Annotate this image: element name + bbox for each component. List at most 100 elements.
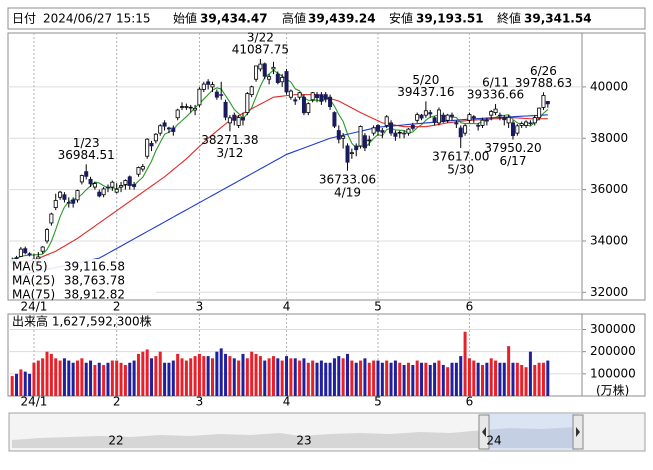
x-tick-label: 3 bbox=[196, 300, 204, 314]
candle-body bbox=[123, 180, 128, 185]
volume-bar bbox=[184, 360, 188, 396]
candle-body bbox=[162, 122, 167, 127]
volume-bar bbox=[285, 356, 289, 396]
legend-box bbox=[9, 259, 156, 299]
candle-body bbox=[319, 94, 324, 102]
candle-body bbox=[249, 86, 254, 96]
candle-body bbox=[528, 122, 533, 125]
candle-body bbox=[301, 96, 306, 114]
legend-value: 38,763.78 bbox=[64, 274, 125, 288]
candle-body bbox=[389, 122, 394, 134]
navigator-label: 24 bbox=[486, 434, 501, 448]
navigator-selected-area bbox=[484, 427, 578, 448]
ma-line bbox=[12, 94, 548, 264]
candle-body bbox=[436, 109, 441, 124]
header-value: 2024/06/27 15:15 bbox=[43, 12, 151, 26]
volume-bar bbox=[393, 360, 397, 396]
volume-bar bbox=[467, 358, 471, 396]
candle-body bbox=[210, 84, 215, 88]
volume-bar bbox=[158, 351, 162, 396]
candle-body bbox=[40, 246, 45, 252]
volume-bar bbox=[128, 362, 132, 396]
volume-bar bbox=[58, 360, 62, 396]
annotation-date: 4/19 bbox=[334, 185, 361, 199]
volume-bar bbox=[385, 360, 389, 396]
legend-name: MA(25) bbox=[12, 274, 55, 288]
candle-body bbox=[71, 199, 76, 204]
volume-bar bbox=[36, 360, 40, 396]
candle-body bbox=[493, 108, 498, 113]
volume-bar bbox=[315, 362, 319, 396]
candle-body bbox=[332, 112, 337, 127]
volume-bar bbox=[136, 353, 140, 396]
y-tick-label: 38000 bbox=[590, 131, 628, 145]
y-tick-label: 40000 bbox=[590, 79, 628, 93]
volume-bar bbox=[437, 360, 441, 396]
candle-body bbox=[432, 117, 437, 123]
candle-body bbox=[419, 114, 424, 119]
candle-body bbox=[380, 130, 385, 133]
candle-body bbox=[458, 127, 463, 138]
candle-body bbox=[227, 117, 232, 124]
volume-bar bbox=[354, 362, 358, 396]
volume-bar bbox=[176, 353, 180, 396]
candle-body bbox=[428, 112, 433, 115]
volume-bar bbox=[215, 351, 219, 396]
volume-bar bbox=[298, 360, 302, 396]
candle-body bbox=[66, 202, 71, 204]
volume-bar bbox=[119, 362, 123, 396]
navigator[interactable]: 22 23 24 bbox=[8, 412, 646, 452]
volume-bar bbox=[258, 356, 262, 396]
candle-body bbox=[105, 186, 110, 189]
candle-body bbox=[293, 99, 298, 102]
volume-bar bbox=[10, 376, 14, 396]
volume-bar bbox=[380, 362, 384, 396]
volume-bar bbox=[411, 364, 415, 396]
candle-body bbox=[541, 95, 546, 108]
volume-bar bbox=[263, 360, 267, 396]
header-label: 終値 bbox=[497, 11, 521, 26]
volume-bar bbox=[302, 358, 306, 396]
legend-value: 39,116.58 bbox=[64, 260, 125, 274]
volume-bar bbox=[406, 362, 410, 396]
volume-bar bbox=[402, 364, 406, 396]
candle-body bbox=[240, 117, 245, 121]
candle-body bbox=[484, 119, 489, 122]
candle-body bbox=[119, 185, 124, 188]
x-tick-label: 2 bbox=[113, 395, 121, 409]
volume-bar bbox=[324, 362, 328, 396]
volume-bar bbox=[54, 358, 58, 396]
volume-bar bbox=[32, 362, 36, 396]
candle-body bbox=[62, 194, 67, 200]
x-tick-label: 6 bbox=[466, 300, 474, 314]
volume-bar bbox=[276, 358, 280, 396]
candle-body bbox=[445, 114, 450, 121]
volume-bar bbox=[67, 360, 71, 396]
candle-body bbox=[336, 130, 341, 140]
volume-bar bbox=[228, 356, 232, 396]
volume-bar bbox=[332, 358, 336, 396]
annotation-date: 1/23 bbox=[73, 136, 100, 150]
candle-body bbox=[110, 181, 115, 188]
candle-body bbox=[480, 119, 485, 126]
candle-body bbox=[415, 114, 420, 121]
x-tick-label: 4 bbox=[283, 300, 291, 314]
candle-body bbox=[476, 125, 481, 127]
volume-bar bbox=[84, 362, 88, 396]
candle-body bbox=[284, 71, 289, 93]
volume-bar bbox=[433, 362, 437, 396]
annotation-date: 6/11 bbox=[482, 75, 509, 89]
candle-body bbox=[532, 117, 537, 124]
candle-body bbox=[184, 106, 189, 108]
legend-name: MA(5) bbox=[12, 260, 48, 274]
volume-bar bbox=[197, 353, 201, 396]
candle-body bbox=[502, 117, 507, 121]
candle-body bbox=[171, 127, 176, 132]
candle-body bbox=[467, 114, 472, 121]
header-value: 39,439.24 bbox=[308, 12, 376, 26]
legend-value: 38,912.82 bbox=[64, 288, 125, 302]
volume-bar bbox=[502, 362, 506, 396]
volume-bar bbox=[49, 353, 53, 396]
candle-body bbox=[219, 94, 224, 96]
